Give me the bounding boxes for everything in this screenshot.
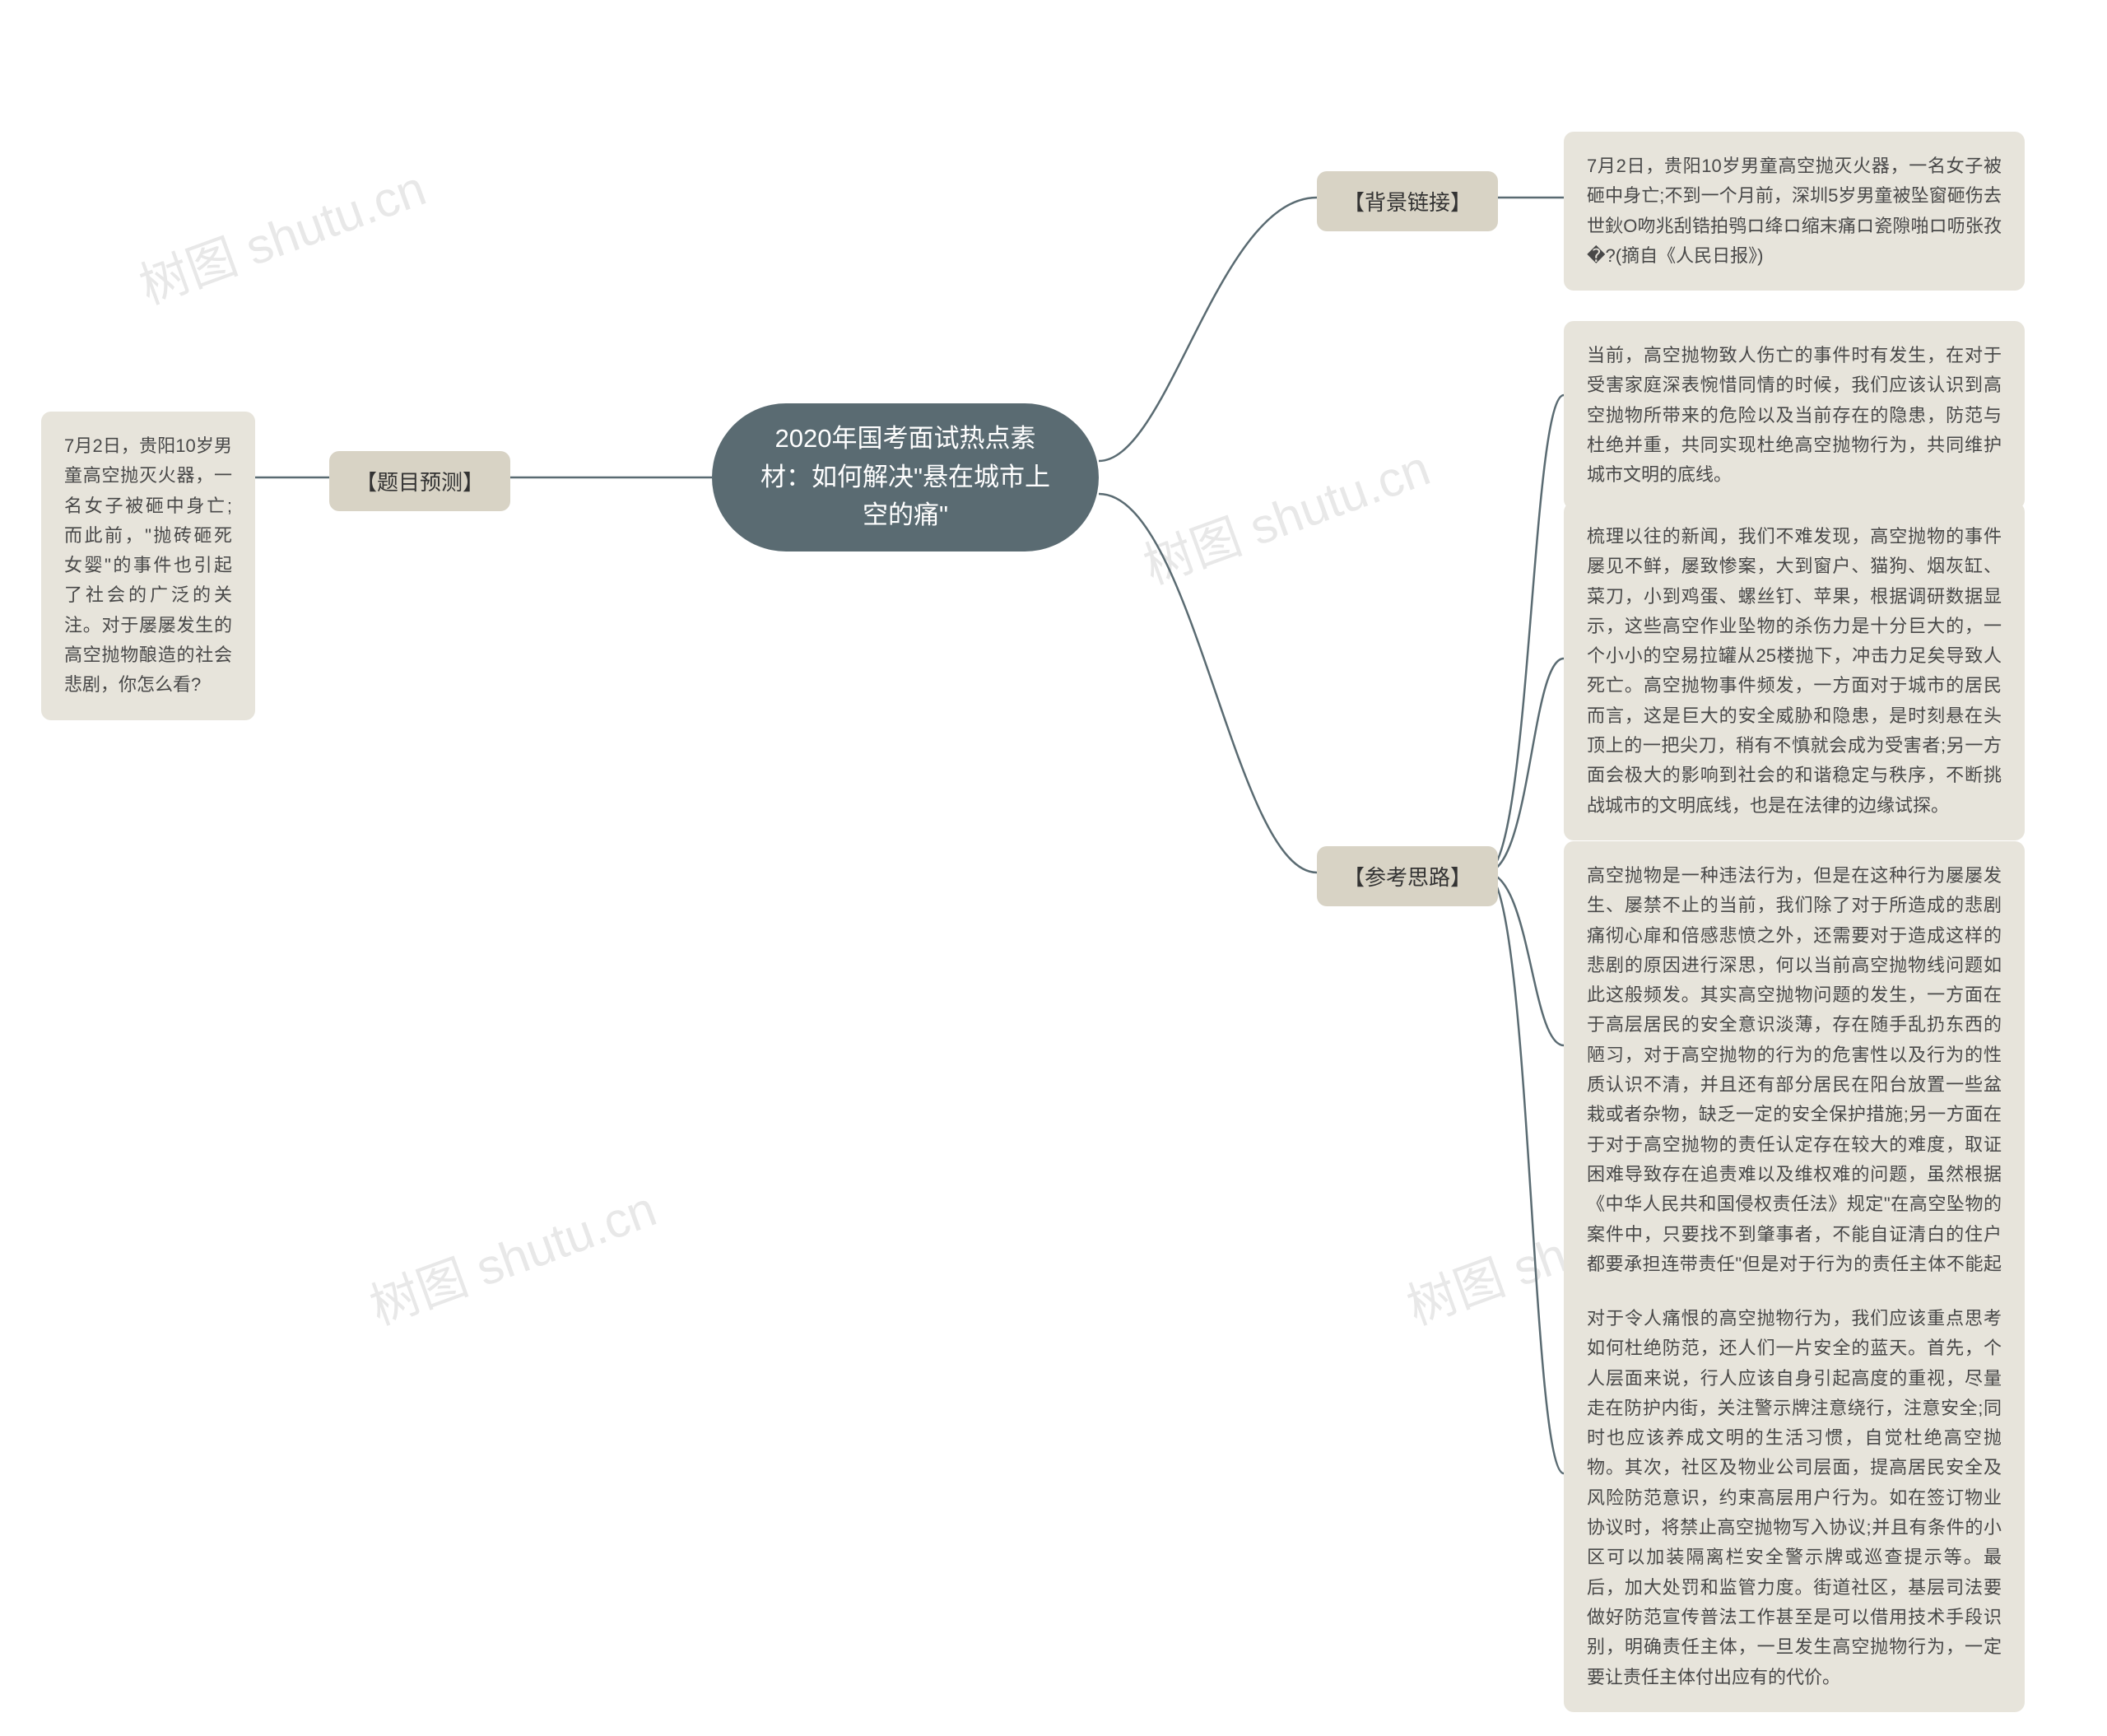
center-topic-text: 2020年国考面试热点素材：如何解决"悬在城市上空的痛" bbox=[753, 420, 1058, 535]
prediction-text: 7月2日，贵阳10岁男童高空抛灭火器，一名女子被砸中身亡;而此前，"抛砖砸死女婴… bbox=[64, 435, 232, 695]
solution-text-2: 梳理以往的新闻，我们不难发现，高空抛物的事件屡见不鲜，屡致惨案，大到窗户、猫狗、… bbox=[1587, 526, 2002, 816]
watermark: 树图 shutu.cn bbox=[128, 148, 434, 318]
solution-content-4[interactable]: 对于令人痛恨的高空抛物行为，我们应该重点思考如何杜绝防范，还人们一片安全的蓝天。… bbox=[1564, 1284, 2025, 1712]
branch-prediction-label: 【题目预测】 bbox=[356, 470, 484, 495]
background-text: 7月2日，贵阳10岁男童高空抛灭火器，一名女子被砸中身亡;不到一个月前，深圳5岁… bbox=[1587, 156, 2002, 266]
branch-background-label: 【背景链接】 bbox=[1343, 190, 1472, 215]
branch-solution[interactable]: 【参考思路】 bbox=[1317, 846, 1498, 906]
solution-content-2[interactable]: 梳理以往的新闻，我们不难发现，高空抛物的事件屡见不鲜，屡致惨案，大到窗户、猫狗、… bbox=[1564, 502, 2025, 840]
watermark: 树图 shutu.cn bbox=[1133, 428, 1438, 598]
watermark: 树图 shutu.cn bbox=[359, 1169, 664, 1338]
solution-text-4: 对于令人痛恨的高空抛物行为，我们应该重点思考如何杜绝防范，还人们一片安全的蓝天。… bbox=[1587, 1308, 2002, 1687]
background-content[interactable]: 7月2日，贵阳10岁男童高空抛灭火器，一名女子被砸中身亡;不到一个月前，深圳5岁… bbox=[1564, 132, 2025, 291]
center-topic[interactable]: 2020年国考面试热点素材：如何解决"悬在城市上空的痛" bbox=[712, 403, 1099, 552]
solution-content-1[interactable]: 当前，高空抛物致人伤亡的事件时有发生，在对于受害家庭深表惋惜同情的时候，我们应该… bbox=[1564, 321, 2025, 510]
prediction-content[interactable]: 7月2日，贵阳10岁男童高空抛灭火器，一名女子被砸中身亡;而此前，"抛砖砸死女婴… bbox=[41, 412, 255, 720]
branch-background[interactable]: 【背景链接】 bbox=[1317, 171, 1498, 231]
solution-text-1: 当前，高空抛物致人伤亡的事件时有发生，在对于受害家庭深表惋惜同情的时候，我们应该… bbox=[1587, 345, 2002, 485]
branch-solution-label: 【参考思路】 bbox=[1343, 865, 1472, 890]
branch-prediction[interactable]: 【题目预测】 bbox=[329, 451, 510, 511]
